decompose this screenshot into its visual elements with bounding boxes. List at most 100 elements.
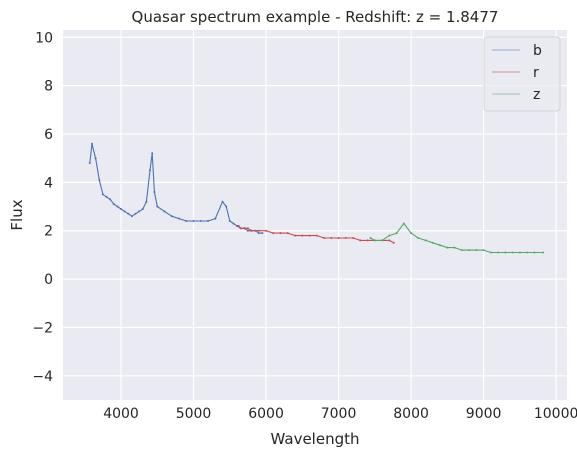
grid-lines [63,30,567,400]
x-tick-label: 8000 [393,406,429,422]
data-point-r [315,234,318,237]
data-point-z [468,249,471,252]
data-point-b [145,200,148,203]
legend-label-r: r [533,65,539,81]
data-point-b [94,157,97,160]
data-point-r [392,241,395,244]
data-point-b [163,210,166,213]
x-tick-label: 7000 [321,406,357,422]
data-point-r [308,234,311,237]
data-point-b [236,224,238,227]
data-point-r [250,229,253,232]
y-tick-label: 6 [44,127,53,143]
data-point-r [265,229,268,232]
legend-label-b: b [533,43,542,59]
plot-area [63,30,567,400]
data-point-z [482,249,485,252]
y-tick-label: 0 [44,272,53,288]
tick-labels: 4000 5000 6000 7000 8000 9000 10000 −4 −2 0 2 4 6 8 10 [32,30,577,422]
data-point-z [402,222,405,225]
data-point-b [116,205,119,208]
data-point-r [366,239,369,242]
data-point-z [373,239,376,242]
data-point-b [170,215,173,218]
data-point-z [504,251,507,254]
y-tick-label: −4 [32,369,53,385]
data-point-z [518,251,521,254]
data-point-r [330,237,333,239]
data-point-b [91,142,93,145]
data-point-b [141,208,144,210]
data-point-z [395,232,398,235]
data-point-b [257,232,260,235]
data-point-b [192,220,195,222]
data-point-b [105,195,108,198]
data-point-z [511,251,514,254]
x-tick-label: 6000 [248,406,284,422]
data-point-b [151,152,154,155]
data-point-b [207,220,209,222]
data-point-z [381,239,384,242]
data-point-z [533,251,536,254]
data-point-r [323,237,326,239]
data-point-b [261,232,264,235]
y-tick-label: −2 [32,320,53,336]
data-point-b [98,178,101,181]
chart-title: Quasar spectrum example - Redshift: z = … [132,8,499,26]
data-point-z [526,251,529,254]
data-point-b [120,208,122,210]
data-point-b [127,212,130,215]
data-point-r [301,234,304,237]
data-point-r [279,232,282,235]
x-tick-label: 10000 [534,406,577,422]
data-point-r [239,227,242,230]
data-point-b [214,217,217,220]
data-point-z [460,249,463,252]
data-point-b [101,193,104,196]
series-group [88,142,545,254]
x-tick-label: 9000 [466,406,502,422]
data-point-b [138,210,141,213]
data-point-z [542,251,545,254]
data-point-b [153,191,156,193]
data-point-z [410,232,413,235]
data-point-b [232,222,235,225]
data-point-b [228,220,231,222]
x-axis-label: Wavelength [271,430,360,448]
data-point-z [497,251,500,254]
data-point-r [359,239,362,242]
data-point-z [446,246,449,249]
data-point-r [246,227,249,230]
data-point-b [178,217,180,220]
x-tick-label: 4000 [103,406,139,422]
data-point-z [369,237,372,239]
data-point-z [475,249,478,252]
data-point-r [272,232,275,235]
data-point-b [149,169,151,172]
data-point-r [388,239,391,242]
data-point-b [130,215,133,218]
y-tick-label: 8 [44,79,53,95]
data-point-r [352,237,355,239]
data-point-z [489,251,492,254]
data-point-r [257,229,260,232]
x-tick-label: 5000 [176,406,212,422]
data-point-z [453,246,456,249]
data-point-b [221,200,224,203]
data-point-r [337,237,340,239]
data-point-r [286,232,289,235]
data-point-r [294,234,297,237]
data-point-b [123,210,126,213]
legend: brz [483,36,561,112]
data-point-b [88,162,91,164]
data-point-b [185,220,188,222]
y-tick-label: 2 [44,224,53,240]
data-point-b [109,198,112,201]
legend-box [483,36,561,112]
data-point-z [417,237,420,239]
data-point-b [134,212,137,215]
y-tick-label: 4 [44,175,53,191]
data-point-r [344,237,347,239]
data-point-z [439,244,442,247]
